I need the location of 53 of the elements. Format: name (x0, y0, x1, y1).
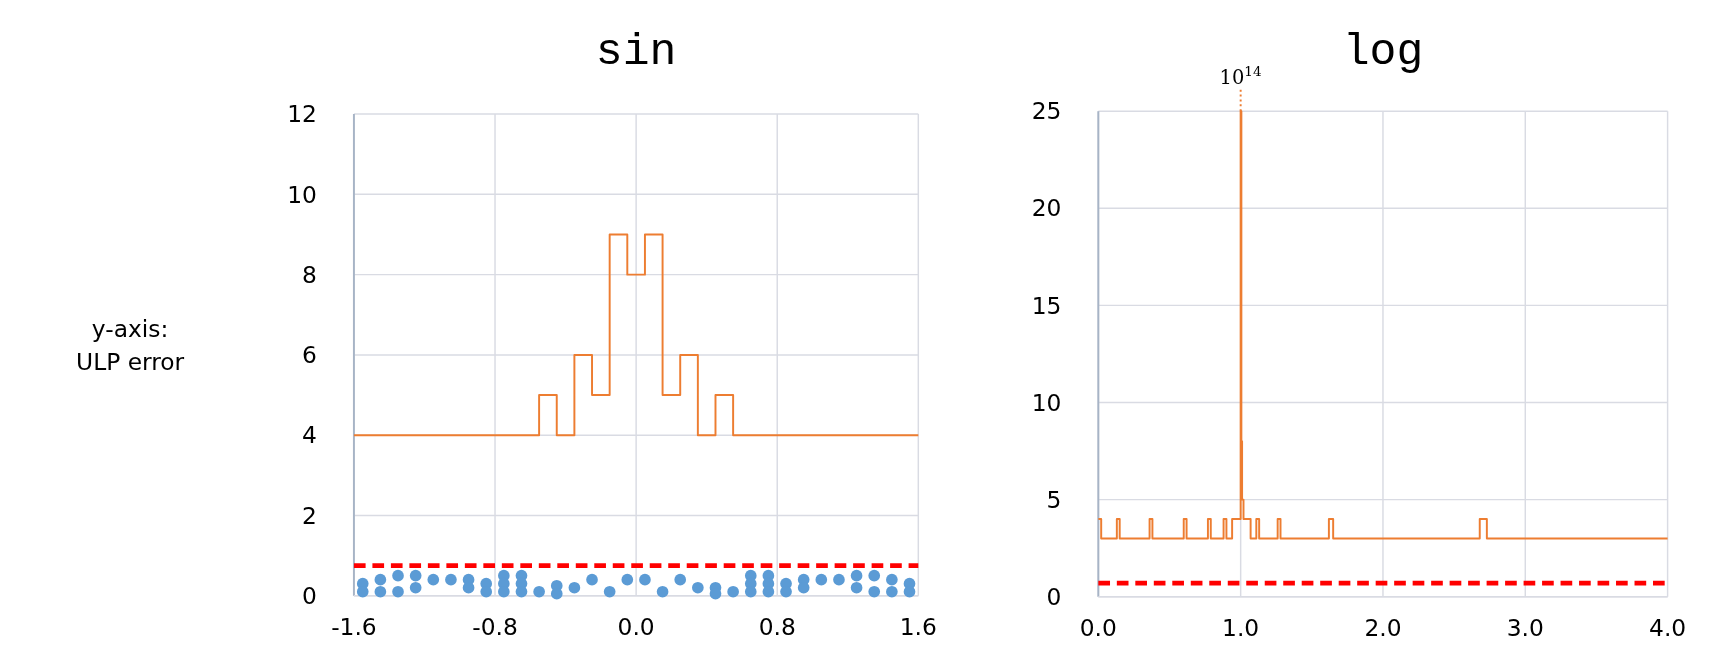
x-tick-label: 1.6 (899, 612, 937, 641)
point (850, 569, 863, 582)
point (868, 569, 881, 582)
y-tick-label: 25 (1031, 97, 1062, 126)
point (815, 573, 828, 586)
y-tick-label: 6 (302, 341, 317, 370)
point (727, 585, 739, 598)
x-tick-label: 3.0 (1506, 613, 1544, 642)
point (674, 573, 687, 586)
y-tick-label: 4 (302, 421, 317, 450)
point (392, 569, 404, 582)
point (656, 585, 669, 598)
y-tick-label: 10 (1031, 388, 1062, 417)
point (886, 585, 898, 598)
point (409, 581, 422, 594)
point (533, 585, 545, 598)
point (868, 585, 881, 598)
chart-title: sin (595, 27, 677, 78)
point (621, 573, 634, 586)
x-tick-label: 0.0 (1079, 613, 1117, 642)
x-tick-label: 1.0 (1222, 613, 1260, 642)
annotation: 10$^{14}$ (1219, 62, 1262, 89)
y-tick-label: 12 (287, 100, 317, 129)
point (586, 573, 598, 586)
x-tick-label: 0.8 (758, 612, 796, 641)
y-tick-label: 5 (1046, 485, 1062, 514)
point (427, 573, 440, 586)
x-tick-label: 2.0 (1364, 613, 1402, 642)
point (603, 585, 616, 598)
point (568, 581, 581, 594)
x-tick-label: -1.6 (331, 612, 377, 641)
point (850, 581, 863, 594)
chart-title: log (1342, 27, 1424, 78)
x-tick-label: 0.0 (617, 612, 655, 641)
point (886, 573, 898, 586)
point (374, 573, 387, 586)
y-axis-title: y-axis: ULP error (76, 315, 185, 377)
y-tick-label: 10 (287, 180, 317, 209)
y-tick-label: 0 (302, 581, 317, 610)
y-tick-label: 15 (1031, 291, 1062, 320)
point (409, 569, 422, 582)
y-tick-label: 0 (1046, 582, 1062, 611)
point (374, 585, 387, 598)
point (692, 581, 704, 594)
point (445, 573, 457, 586)
point (639, 573, 651, 586)
y-tick-label: 20 (1031, 194, 1062, 223)
y-tick-label: 8 (302, 260, 317, 289)
y-tick-label: 2 (302, 501, 317, 530)
point (392, 585, 404, 598)
x-tick-label: -0.8 (472, 612, 518, 641)
x-tick-label: 4.0 (1649, 613, 1687, 642)
point (833, 573, 845, 586)
